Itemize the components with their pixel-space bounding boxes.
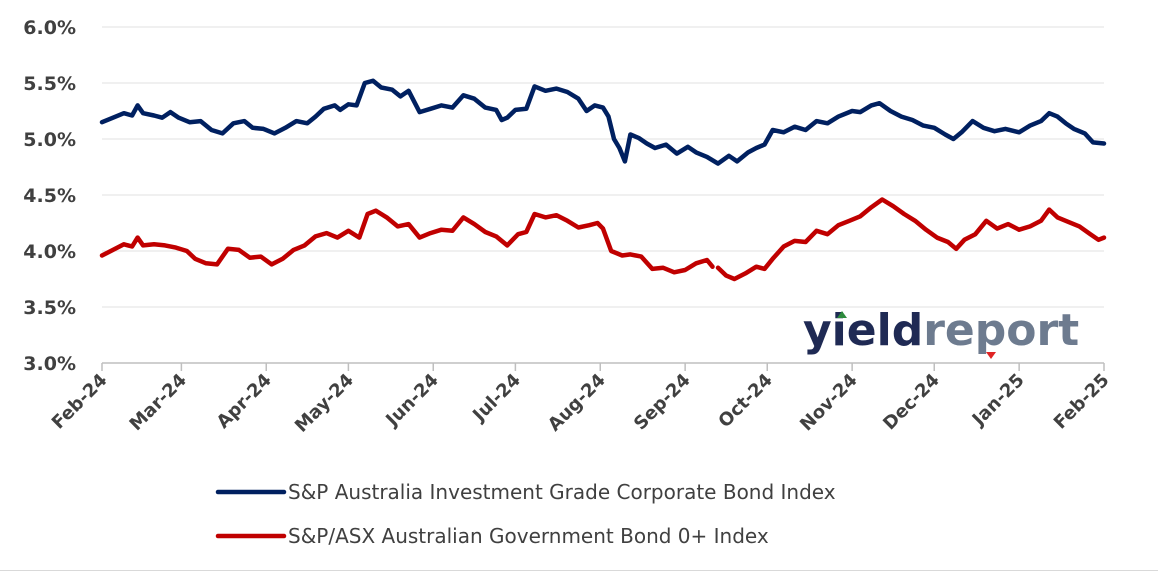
y-tick-label: 6.0% — [23, 17, 76, 39]
y-tick-label: 3.5% — [23, 297, 76, 319]
legend-label: S&P Australia Investment Grade Corporate… — [288, 480, 836, 504]
x-tick-label: Jul-24 — [468, 370, 525, 427]
series-line — [715, 197, 1107, 282]
x-tick-label: Sep-24 — [630, 370, 695, 435]
x-tick-label: Mar-24 — [126, 370, 191, 435]
x-tick-label: Feb-25 — [1050, 370, 1114, 434]
x-tick-label: May-24 — [291, 370, 358, 437]
y-axis-ticks: 6.0% 5.5% 5.0% 4.5% 4.0% 3.5% 3.0% — [23, 17, 76, 375]
x-tick-label: Dec-24 — [879, 370, 944, 435]
series-layer — [99, 78, 1107, 282]
logo-text-report: report — [923, 305, 1079, 356]
x-tick-label: Aug-24 — [544, 370, 610, 436]
x-tick-label: Apr-24 — [213, 370, 276, 433]
yieldreport-logo: yieldreport — [803, 305, 1079, 359]
x-tick-label: Jun-24 — [381, 370, 443, 432]
legend-label: S&P/ASX Australian Government Bond 0+ In… — [288, 524, 769, 548]
x-axis-ticks: Feb-24 Mar-24 Apr-24 May-24 Jun-24 Jul-24 Aug-… — [48, 370, 1114, 437]
y-tick-label: 5.5% — [23, 73, 76, 95]
x-axis-tickmarks — [101, 363, 1105, 371]
x-tick-label: Feb-24 — [48, 370, 112, 434]
y-tick-label: 4.0% — [23, 241, 76, 263]
series-line — [99, 208, 715, 275]
legend: S&P Australia Investment Grade Corporate… — [215, 480, 836, 548]
gridlines — [102, 26, 1104, 308]
y-tick-label: 3.0% — [23, 353, 76, 375]
logo-text: yieldreport — [803, 305, 1079, 356]
x-tick-label: Jan-25 — [967, 370, 1029, 432]
y-tick-label: 5.0% — [23, 129, 76, 151]
series-line — [99, 78, 1107, 166]
x-tick-label: Nov-24 — [796, 370, 862, 436]
y-tick-label: 4.5% — [23, 185, 76, 207]
logo-up-triangle-icon — [837, 311, 847, 318]
logo-text-yield: yield — [803, 305, 923, 356]
bottom-divider — [0, 570, 1158, 571]
logo-down-triangle-icon — [986, 352, 996, 359]
x-tick-label: Oct-24 — [714, 370, 776, 432]
